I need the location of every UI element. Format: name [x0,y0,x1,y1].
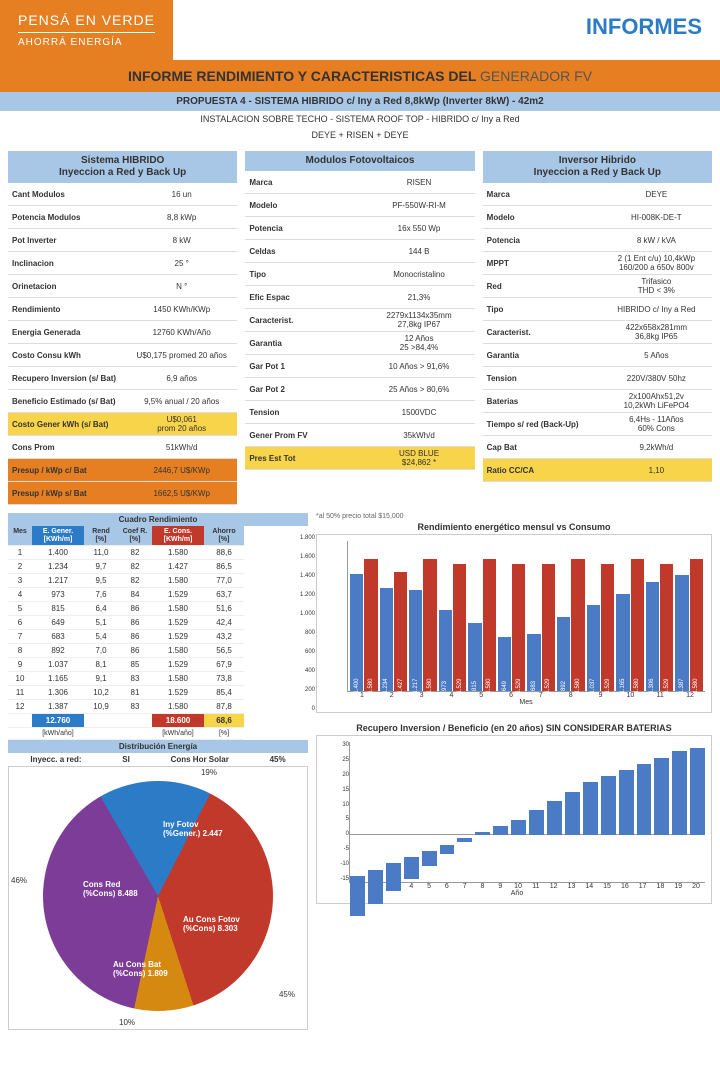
spec-row: Gar Pot 110 Años > 91,6% [245,355,474,378]
header: PENSÁ EN VERDE AHORRÁ ENERGÍA INFORMES [0,0,720,60]
spec-row: Energia Generada12760 KWh/Año [8,321,237,344]
box-inversor: Inversor Hibrido Inyeccion a Red y Back … [483,151,712,505]
cuadro-title: Cuadro Rendimiento [8,513,308,526]
dist-title: Distribución Energía [8,740,308,753]
spec-row: Inclinacion25 ° [8,252,237,275]
spec-row: MarcaRISEN [245,171,474,194]
spec-row: Potencia16x 550 Wp [245,217,474,240]
spec-row: Rendimiento1450 KWh/KWp [8,298,237,321]
box3-title: Inversor Hibrido Inyeccion a Red y Back … [483,151,712,183]
spec-row: Cap Bat9,2kWh/d [483,436,712,459]
box-sistema: Sistema HIBRIDO Inyeccion a Red y Back U… [8,151,237,505]
spec-row: Garantia5 Años [483,344,712,367]
spec-row: Potencia Modulos8,8 kWp [8,206,237,229]
spec-row: Tiempo s/ red (Back-Up)6,4Hs - 11Años 60… [483,413,712,436]
cuadro-table: MesE. Gener. [KWh/m]Rend [%]Coef R. [%]E… [8,526,308,740]
spec-row: Gar Pot 225 Años > 80,6% [245,378,474,401]
pie-chart: Iny Fotov (%Gener.) 2.447Au Cons Fotov (… [8,766,308,1030]
pie: Iny Fotov (%Gener.) 2.447Au Cons Fotov (… [43,781,273,1011]
spec-row: Baterias2x100Ahx51,2v 10,2kWh LiFePO4 [483,390,712,413]
right-col: *al 50% precio total $15,000 Rendimiento… [316,513,712,1030]
title-bar: INFORME RENDIMIENTO Y CARACTERISTICAS DE… [0,60,720,92]
spec-row: Efic Espac21,3% [245,286,474,309]
box2-title: Modulos Fotovoltaicos [245,151,474,171]
spec-row: Caracterist.422x658x281mm 36,8kg IP65 [483,321,712,344]
spec-row: Celdas144 B [245,240,474,263]
box1-or2: Presup / kWp s/ Bat1662,5 U$/KWp [8,482,237,505]
title-bold: INFORME RENDIMIENTO Y CARACTERISTICAS DE… [128,68,480,84]
spec-columns: Sistema HIBRIDO Inyeccion a Red y Back U… [0,143,720,513]
brand-block: PENSÁ EN VERDE AHORRÁ ENERGÍA [0,0,173,60]
box2-note: *al 50% precio total $15,000 [316,513,712,520]
spec-row: Tension220V/380V 50hz [483,367,712,390]
spec-row: Recupero Inversion (s/ Bat)6,9 años [8,367,237,390]
chart2-xaxis: 1234567891011121314151617181920 [349,883,705,890]
chart2: 302520151050-5-10-15 1234567891011121314… [316,735,712,904]
spec-row: TipoMonocristalino [245,263,474,286]
pie-pct-19: 19% [201,769,217,778]
spec-row: ModeloHI-008K-DE-T [483,206,712,229]
lower-section: Cuadro Rendimiento MesE. Gener. [KWh/m]R… [0,513,720,1038]
title-light: GENERADOR FV [480,68,592,84]
spec-row: TipoHIBRIDO c/ Iny a Red [483,298,712,321]
spec-row: Beneficio Estimado (s/ Bat)9,5% anual / … [8,390,237,413]
box-modulos: Modulos Fotovoltaicos MarcaRISENModeloPF… [245,151,474,505]
spec-row: ModeloPF-550W-RI-M [245,194,474,217]
box2-yellow: Pres Est TotUSD BLUE $24,862 * [245,447,474,470]
chart2-bars [349,742,705,883]
pie-pct-10: 10% [119,1019,135,1028]
dist-row: Inyecc. a red:SI Cons Hor Solar45% [8,753,308,766]
spec-row: MarcaDEYE [483,183,712,206]
spec-row: Gener Prom FV35kWh/d [245,424,474,447]
left-col: Cuadro Rendimiento MesE. Gener. [KWh/m]R… [8,513,308,1030]
inst1: INSTALACION SOBRE TECHO - SISTEMA ROOF T… [0,111,720,127]
chart1-title: Rendimiento energético mensul vs Consumo [316,522,712,532]
chart1-bars: 1.8001.6001.4001.2001.0008006004002000 1… [347,541,705,692]
spec-row: Pot Inverter8 kW [8,229,237,252]
spec-row: Cant Modulos16 un [8,183,237,206]
box1-cons: Cons Prom51kWh/d [8,436,237,459]
chart1: 1.8001.6001.4001.2001.0008006004002000 1… [316,534,712,713]
pie-pct-46: 46% [11,877,27,886]
spec-row: MPPT2 (1 Ent c/u) 10,4kWp 160/200 a 650v… [483,252,712,275]
spec-row: Costo Consu kWhU$0,175 promed 20 años [8,344,237,367]
spec-row: OrinetacionN ° [8,275,237,298]
box1-title: Sistema HIBRIDO Inyeccion a Red y Back U… [8,151,237,183]
box3-yellow: Ratio CC/CA1,10 [483,459,712,482]
pie-pct-45: 45% [279,991,295,1000]
propuesta: PROPUESTA 4 - SISTEMA HIBRIDO c/ Iny a R… [0,92,720,111]
inst2: DEYE + RISEN + DEYE [0,127,720,143]
spec-row: Potencia8 kW / kVA [483,229,712,252]
box1-yellow: Costo Gener kWh (s/ Bat)U$0,061 prom 20 … [8,413,237,436]
spec-row: Caracterist.2279x1134x35mm 27,8kg IP67 [245,309,474,332]
chart2-title: Recupero Inversion / Beneficio (en 20 añ… [316,723,712,733]
box1-or1: Presup / kWp c/ Bat2446,7 U$/KWp [8,459,237,482]
spec-row: RedTrifasico THD < 3% [483,275,712,298]
informes-label: INFORMES [568,0,720,60]
spec-row: Garantia12 Años 25 >84,4% [245,332,474,355]
spec-row: Tension1500VDC [245,401,474,424]
brand-line2: AHORRÁ ENERGÍA [18,32,155,48]
brand-line1: PENSÁ EN VERDE [18,12,155,28]
